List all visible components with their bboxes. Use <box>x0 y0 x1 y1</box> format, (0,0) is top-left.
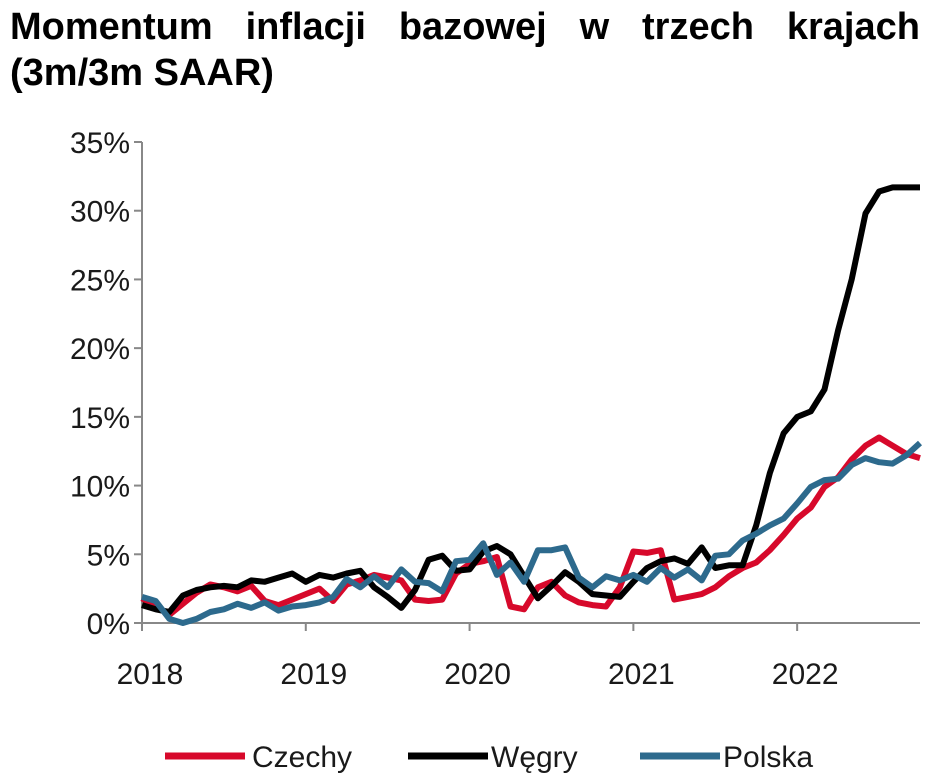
legend-label-polska: Polska <box>723 741 813 774</box>
x-tick-label: 2018 <box>117 658 184 691</box>
chart-title-line1: Momentum inflacji bazowej w trzech kraja… <box>10 4 920 50</box>
legend: Czechy Węgry Polska <box>165 741 813 774</box>
x-tick-label: 2020 <box>444 658 511 691</box>
y-tick-label: 20% <box>70 333 130 366</box>
y-axis: 0% 5% 10% 15% 20% 25% 30% 35% <box>70 127 143 641</box>
y-tick-label: 30% <box>70 196 130 229</box>
series-line-polska <box>141 440 923 626</box>
legend-label-węgry: Węgry <box>491 741 578 774</box>
x-tick-label: 2022 <box>772 658 839 691</box>
series-line-węgry <box>141 184 920 615</box>
y-tick-label: 35% <box>70 127 130 160</box>
x-tick-label: 2021 <box>608 658 675 691</box>
y-tick-label: 15% <box>70 402 130 435</box>
series-layer <box>140 184 923 626</box>
y-tick-label: 25% <box>70 264 130 297</box>
y-tick-label: 0% <box>87 608 130 641</box>
title-word: krajach <box>786 6 920 48</box>
title-word: Momentum <box>10 6 213 48</box>
y-tick-label: 10% <box>70 471 130 504</box>
title-word: w <box>579 6 610 48</box>
chart-title-line2: (3m/3m SAAR) <box>10 52 274 94</box>
y-tick-label: 5% <box>87 539 130 572</box>
x-tick-label: 2019 <box>280 658 347 691</box>
title-word: trzech <box>642 6 754 48</box>
legend-label-czechy: Czechy <box>252 741 352 774</box>
x-axis: 2018 2019 2020 2021 2022 <box>117 622 920 691</box>
title-word: bazowej <box>398 6 547 48</box>
chart-title: Momentum inflacji bazowej w trzech kraja… <box>10 4 920 96</box>
title-word: inflacji <box>245 6 366 48</box>
